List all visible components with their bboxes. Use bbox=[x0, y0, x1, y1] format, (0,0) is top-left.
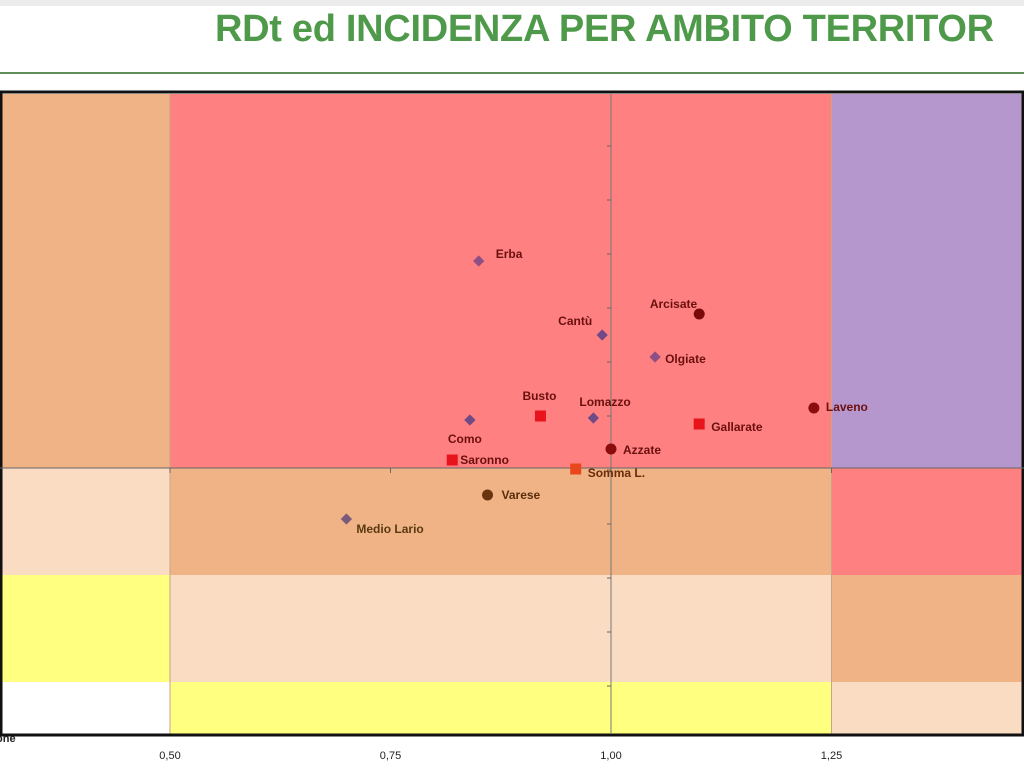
point-lomazzo bbox=[587, 412, 600, 424]
label-erba: Erba bbox=[496, 247, 523, 261]
label-busto: Busto bbox=[522, 389, 556, 403]
zone-white bbox=[0, 682, 170, 734]
plot-frame bbox=[0, 90, 1024, 737]
point-olgiate bbox=[649, 351, 661, 363]
point-medio-lario bbox=[340, 513, 353, 525]
x-tick-label: 0,50 bbox=[159, 750, 180, 762]
zone-red bbox=[831, 468, 1024, 575]
zone-orange bbox=[831, 575, 1024, 682]
title-divider bbox=[0, 72, 1024, 74]
zone-purple bbox=[831, 94, 1024, 468]
point-busto bbox=[534, 410, 546, 422]
point-cant bbox=[596, 329, 608, 341]
x-tick-labels: 0,250,500,751,001,251,501,752,002,25one bbox=[0, 733, 842, 762]
zone-yellow bbox=[170, 682, 832, 734]
zone-orange bbox=[170, 468, 832, 575]
label-olgiate: Olgiate bbox=[665, 352, 706, 366]
x-tick-label: 1,25 bbox=[821, 750, 842, 762]
point-gallarate bbox=[693, 418, 705, 430]
chart-axes bbox=[0, 90, 1024, 737]
zone-background bbox=[0, 94, 1024, 734]
x-axis-label-fragment: one bbox=[0, 733, 16, 745]
point-labels: ErbaArcisateCantùOlgiateLuinoBustoLomazz… bbox=[356, 247, 868, 536]
point-azzate bbox=[605, 443, 617, 455]
label-cant: Cantù bbox=[558, 314, 592, 328]
point-arcisate bbox=[693, 308, 705, 320]
x-tick-label: 0,75 bbox=[380, 750, 401, 762]
label-somma-l: Somma L. bbox=[588, 466, 645, 480]
zone-peach bbox=[0, 468, 170, 575]
point-erba bbox=[473, 255, 485, 267]
zone-peach bbox=[170, 575, 832, 682]
label-gallarate: Gallarate bbox=[711, 420, 763, 434]
zone-red bbox=[170, 94, 832, 468]
label-medio-lario: Medio Lario bbox=[356, 522, 423, 536]
label-saronno: Saronno bbox=[460, 453, 509, 467]
zone-peach bbox=[831, 682, 1024, 734]
label-lomazzo: Lomazzo bbox=[579, 395, 630, 409]
zone-orange bbox=[0, 94, 170, 468]
zone-yellow bbox=[0, 575, 170, 682]
label-como: Como bbox=[448, 432, 482, 446]
point-laveno bbox=[808, 402, 820, 414]
top-bar bbox=[0, 0, 1024, 6]
label-arcisate: Arcisate bbox=[650, 297, 698, 311]
point-como bbox=[464, 414, 476, 426]
data-points bbox=[340, 255, 820, 525]
label-varese: Varese bbox=[502, 488, 541, 502]
point-saronno bbox=[446, 454, 458, 466]
label-azzate: Azzate bbox=[623, 443, 661, 457]
point-somma-l bbox=[570, 463, 582, 475]
page-title: RDt ed INCIDENZA PER AMBITO TERRITOR bbox=[215, 8, 994, 50]
label-laveno: Laveno bbox=[826, 400, 868, 414]
point-varese bbox=[482, 489, 494, 501]
x-tick-label: 1,00 bbox=[600, 750, 621, 762]
